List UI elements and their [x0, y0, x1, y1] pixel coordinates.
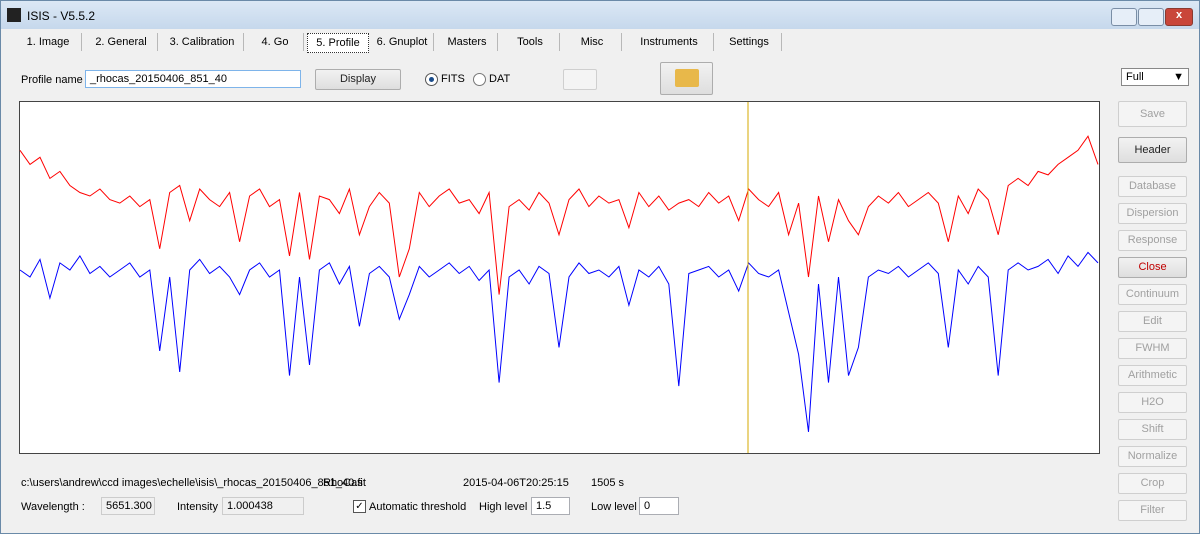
side-button[interactable]: Dispersion	[1118, 203, 1187, 224]
copy-button[interactable]	[563, 69, 597, 90]
tab[interactable]: Settings	[717, 33, 782, 51]
spectrum-plot	[19, 101, 1100, 454]
open-folder-button[interactable]	[660, 62, 713, 95]
window-title: ISIS - V5.5.2	[27, 9, 96, 23]
tab[interactable]: 5. Profile	[307, 33, 369, 53]
profile-name-input[interactable]: _rhocas_20150406_851_40	[85, 70, 301, 88]
side-button[interactable]: Database	[1118, 176, 1187, 197]
date-time: 2015-04-06T20:25:15	[463, 477, 569, 489]
wavelength-value: 5651.300	[101, 497, 155, 515]
zoom-value: Full	[1126, 71, 1144, 83]
tab[interactable]: Tools	[501, 33, 560, 51]
side-button[interactable]: Edit	[1118, 311, 1187, 332]
fits-radio[interactable]	[425, 73, 438, 86]
side-button[interactable]: H2O	[1118, 392, 1187, 413]
title-bar: ISIS - V5.5.2 x	[1, 1, 1199, 29]
tab[interactable]: 4. Go	[247, 33, 304, 51]
high-level-label: High level :	[479, 501, 534, 513]
object-name: RhoCas	[323, 477, 363, 489]
minimize-button[interactable]	[1111, 8, 1137, 26]
spectrum-line	[19, 251, 1099, 432]
maximize-button[interactable]	[1138, 8, 1164, 26]
intensity-value: 1.000438	[222, 497, 304, 515]
side-button[interactable]: Close	[1118, 257, 1187, 278]
tab[interactable]: Masters	[437, 33, 498, 51]
side-button[interactable]: Continuum	[1118, 284, 1187, 305]
tab[interactable]: 3. Calibration	[161, 33, 244, 51]
close-window-button[interactable]: x	[1165, 8, 1193, 26]
side-button[interactable]: Response	[1118, 230, 1187, 251]
dat-radio[interactable]	[473, 73, 486, 86]
side-button[interactable]: FWHM	[1118, 338, 1187, 359]
intensity-label: Intensity :	[177, 501, 225, 513]
dat-label: DAT	[489, 73, 511, 85]
side-button[interactable]: Header	[1118, 137, 1187, 163]
side-button[interactable]: Crop	[1118, 473, 1187, 494]
app-icon	[7, 8, 21, 22]
tab[interactable]: Instruments	[625, 33, 714, 51]
tab[interactable]: 2. General	[85, 33, 158, 51]
side-button[interactable]: Save	[1118, 101, 1187, 127]
tab[interactable]: 1. Image	[15, 33, 82, 51]
exposure: 1505 s	[591, 477, 625, 489]
threshold-label: Automatic threshold	[369, 501, 467, 513]
side-button[interactable]: Filter	[1118, 500, 1187, 521]
side-button[interactable]: Normalize	[1118, 446, 1187, 467]
spectrum-line	[19, 135, 1099, 295]
plot-frame	[19, 101, 1100, 454]
side-button[interactable]: Arithmetic	[1118, 365, 1187, 386]
wavelength-label: Wavelength :	[21, 501, 85, 513]
high-level-input[interactable]: 1.5	[531, 497, 570, 515]
low-level-input[interactable]: 0	[639, 497, 679, 515]
display-button[interactable]: Display	[315, 69, 401, 90]
tab[interactable]: Misc	[563, 33, 622, 51]
zoom-dropdown[interactable]: Full ▼	[1121, 68, 1189, 86]
fits-label: FITS	[441, 73, 465, 85]
low-level-label: Low level :	[591, 501, 643, 513]
file-path: c:\users\andrew\ccd images\echelle\isis\…	[21, 477, 366, 489]
threshold-checkbox[interactable]: ✓	[353, 500, 366, 513]
tab[interactable]: 6. Gnuplot	[371, 33, 434, 51]
side-button[interactable]: Shift	[1118, 419, 1187, 440]
profile-name-label: Profile name :	[21, 74, 89, 86]
